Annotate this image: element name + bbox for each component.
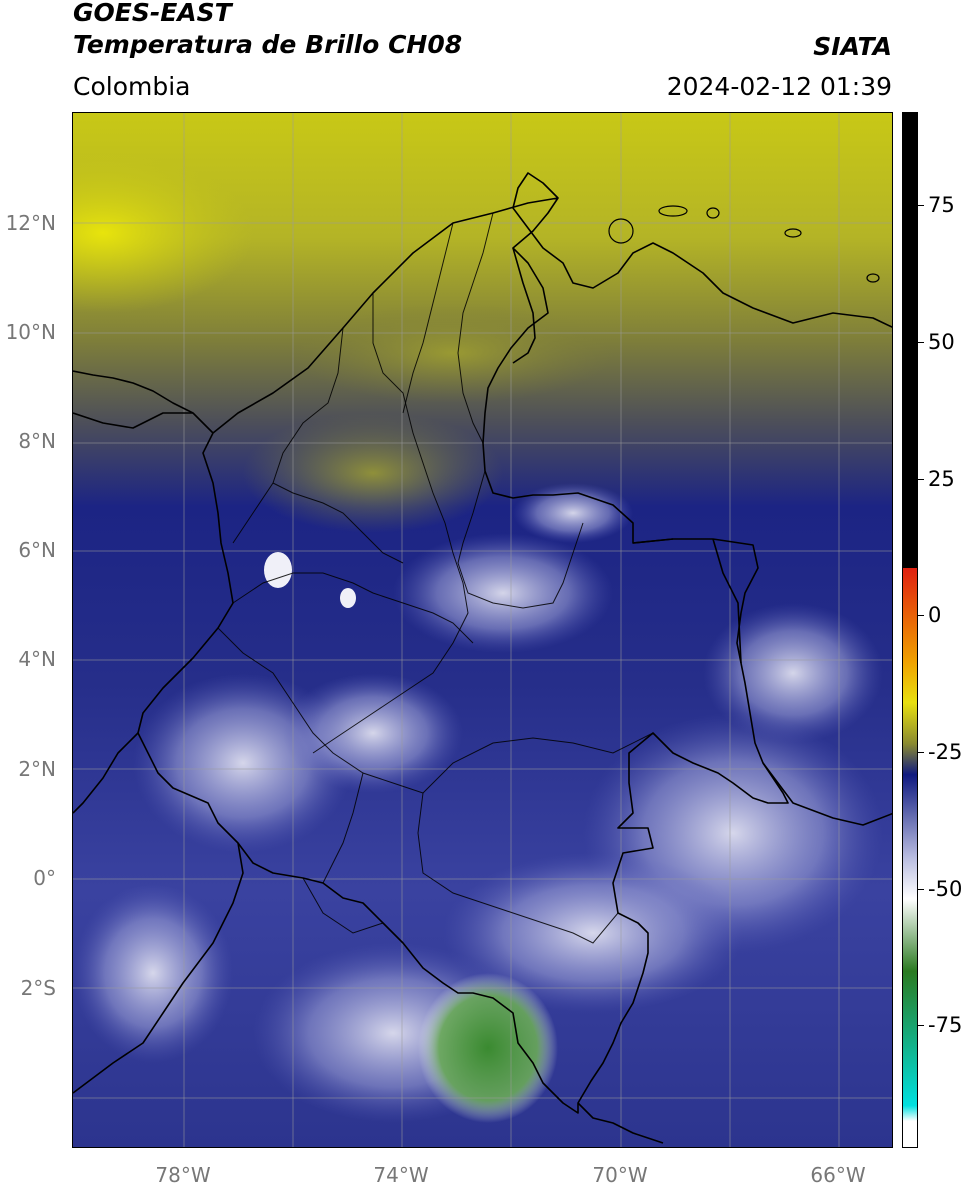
dry-air-region [73,153,253,313]
map-canvas [73,113,892,1147]
latitude-label: 4°N [18,647,56,671]
cloud-region [73,883,233,1063]
colorbar-tick [918,479,924,480]
longitude-label: 78°W [155,1163,211,1187]
colorbar-label: -25 [928,740,963,764]
latitude-label: 8°N [18,429,56,453]
maracaibo-lake [512,247,536,364]
cloud-region [264,552,292,588]
latitude-label: 12°N [5,211,56,235]
island-outlines [608,205,880,283]
ecuador-peru-border [73,842,244,1094]
peru-brazil-border [577,1102,664,1144]
latitude-label: 0° [33,866,56,890]
colorbar-tick [918,205,924,206]
country-borders [73,172,892,1144]
colorbar-label: 50 [928,330,955,354]
colorbar-tick [918,1025,924,1026]
colorbar-label: -50 [928,877,963,901]
latitude-label: 2°S [20,976,56,1000]
satellite-map [72,112,893,1148]
cloud-region [703,603,883,743]
colorbar-label: 75 [928,193,955,217]
department-borders [217,212,654,944]
colorbar-tick [918,342,924,343]
longitude-label: 66°W [810,1163,866,1187]
latitude-label: 6°N [18,538,56,562]
cloud-region [513,483,633,543]
venezuela-brazil-border [632,538,892,826]
venezuela-coast [512,172,892,328]
colorbar-tick [918,615,924,616]
cloud-region [283,673,463,793]
dry-air-region [243,413,503,533]
dry-air-region [293,303,613,403]
colorbar-label: 25 [928,467,955,491]
longitude-label: 70°W [592,1163,648,1187]
cloud-region [393,533,613,653]
panama-pacific [73,412,193,429]
latitude-label: 10°N [5,320,56,344]
cold-cloud-top [418,973,558,1123]
cloud-region [340,588,356,608]
title-satellite: GOES-EAST [73,0,232,27]
colorbar [902,112,918,1148]
colorbar-tick [918,752,924,753]
graticule [73,113,892,1147]
region-label: Colombia [73,72,191,101]
panama-coast [73,370,214,434]
latitude-label: 2°N [18,757,56,781]
datetime-label: 2024-02-12 01:39 [666,72,892,101]
colorbar-label: -75 [928,1013,963,1037]
title-product: Temperatura de Brillo CH08 [73,30,463,59]
colorbar-tick [918,889,924,890]
colorbar-label: 0 [928,603,942,627]
organization-label: SIATA [813,32,892,61]
cloud-region [443,853,743,1013]
ecuador-coast [73,732,139,814]
longitude-label: 74°W [373,1163,429,1187]
